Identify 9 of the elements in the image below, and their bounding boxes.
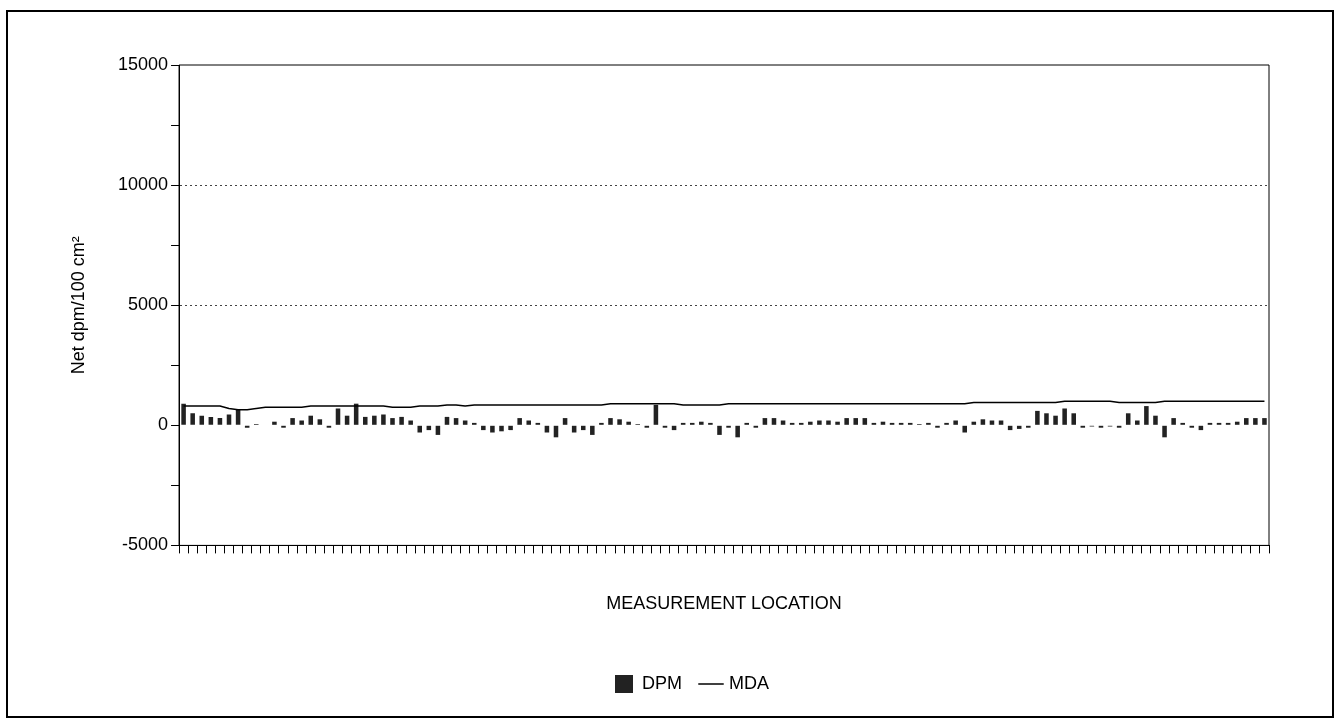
legend-label: MDA — [729, 672, 769, 693]
y-tick-label: 15000 — [117, 53, 169, 74]
x-axis-title: MEASUREMENT LOCATION — [606, 593, 842, 614]
y-tick-label: 10000 — [117, 174, 169, 195]
legend-label: DPM — [642, 672, 682, 693]
y-tick-label: -5000 — [122, 534, 169, 555]
y-tick-label: 0 — [158, 414, 169, 435]
y-axis-title: Net dpm/100 cm² — [68, 236, 89, 375]
y-tick-label: 5000 — [128, 294, 169, 315]
